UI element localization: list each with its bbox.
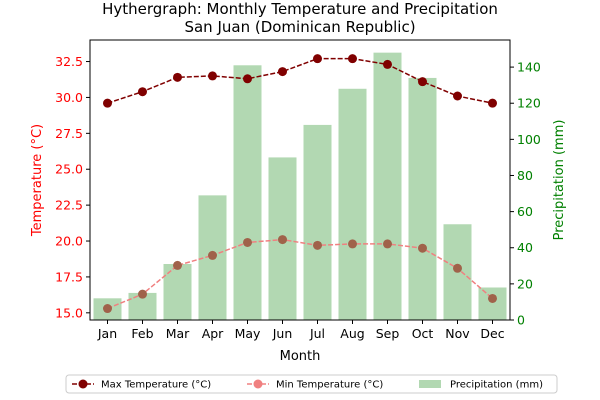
precip-bar-mar — [163, 264, 192, 320]
max-temp-point-mar — [173, 72, 182, 82]
x-tick-label: Dec — [480, 326, 504, 341]
max-temp-point-may — [243, 74, 252, 84]
x-tick-label: Feb — [131, 326, 153, 341]
right-axis-label: Precipitation (mm) — [552, 120, 567, 241]
left-tick-label: 22.5 — [55, 198, 83, 213]
max-temp-point-jul — [313, 54, 322, 64]
right-tick-label: 0 — [517, 313, 525, 328]
left-tick-label: 17.5 — [55, 269, 83, 284]
x-tick-label: Jun — [272, 326, 293, 341]
min-temp-point-jan — [103, 304, 112, 314]
min-temp-point-mar — [173, 260, 182, 270]
max-temp-point-dec — [488, 98, 497, 108]
x-axis-label: Month — [280, 349, 321, 364]
min-temp-point-apr — [208, 250, 217, 260]
min-temp-point-aug — [348, 239, 357, 249]
legend-max-label: Max Temperature (°C) — [101, 380, 211, 391]
left-axis-label: Temperature (°C) — [30, 124, 45, 237]
x-tick-label: Sep — [376, 326, 400, 341]
max-temp-point-apr — [208, 71, 217, 81]
max-temp-point-nov — [453, 91, 462, 101]
precip-bar-may — [233, 65, 262, 321]
precip-bar-aug — [338, 88, 367, 320]
left-axis-ticks: 15.0 17.5 20.0 22.5 25.0 27.5 30.0 32.5 — [55, 54, 90, 320]
min-temp-point-sep — [383, 239, 392, 249]
right-tick-label: 80 — [517, 168, 533, 183]
right-tick-label: 100 — [517, 132, 541, 147]
min-temp-point-jun — [278, 235, 287, 245]
max-temp-point-jan — [103, 98, 112, 108]
min-temp-line — [107, 238, 493, 310]
min-temp-point-jul — [313, 240, 322, 250]
max-temp-point-feb — [138, 87, 147, 97]
precip-bar-sep — [373, 52, 402, 320]
left-tick-label: 25.0 — [55, 162, 83, 177]
precip-bar-dec — [478, 287, 507, 320]
left-tick-label: 20.0 — [55, 234, 83, 249]
chart-subtitle: San Juan (Dominican Republic) — [184, 18, 415, 36]
min-temp-point-feb — [138, 289, 147, 299]
right-tick-label: 60 — [517, 204, 533, 219]
legend-min-marker — [253, 379, 263, 389]
min-temp-point-dec — [488, 293, 497, 303]
precip-bar-oct — [408, 77, 437, 320]
x-tick-label: Aug — [340, 326, 364, 341]
max-temp-point-sep — [383, 59, 392, 69]
x-tick-label: Mar — [166, 326, 190, 341]
left-tick-label: 32.5 — [55, 54, 83, 69]
x-axis-ticks: Jan Feb Mar Apr May Jun Jul Aug Sep Oct Nov Dec — [97, 320, 505, 341]
min-temp-point-oct — [418, 243, 427, 253]
right-tick-label: 40 — [517, 240, 533, 255]
right-tick-label: 120 — [517, 96, 541, 111]
legend-max-marker — [78, 379, 88, 389]
legend-precip-label: Precipitation (mm) — [450, 380, 543, 391]
right-tick-label: 140 — [517, 60, 541, 75]
max-temp-point-jun — [278, 67, 287, 77]
left-tick-label: 27.5 — [55, 126, 83, 141]
x-tick-label: Nov — [445, 326, 470, 341]
legend: Max Temperature (°C) Min Temperature (°C… — [65, 374, 558, 394]
precipitation-bars — [93, 52, 507, 321]
precip-bar-jul — [303, 124, 332, 320]
legend-precip-swatch — [419, 380, 441, 388]
x-tick-label: Oct — [412, 326, 434, 341]
x-tick-label: Jul — [309, 326, 325, 341]
plot-frame — [89, 39, 511, 321]
chart-title: Hythergraph: Monthly Temperature and Pre… — [102, 0, 498, 18]
legend-min-label: Min Temperature (°C) — [276, 380, 383, 391]
min-temp-point-nov — [453, 263, 462, 273]
right-axis-ticks: 0 20 40 60 80 100 120 140 — [510, 60, 541, 328]
x-tick-label: May — [235, 326, 261, 341]
legend-box — [65, 374, 558, 394]
min-temp-point-may — [243, 237, 252, 247]
max-temp-line — [107, 57, 493, 104]
x-tick-label: Apr — [202, 326, 224, 341]
x-tick-label: Jan — [97, 326, 117, 341]
left-tick-label: 30.0 — [55, 90, 83, 105]
right-tick-label: 20 — [517, 276, 533, 291]
left-tick-label: 15.0 — [55, 305, 83, 320]
temperature-lines — [103, 54, 497, 314]
max-temp-point-aug — [348, 54, 357, 64]
max-temp-point-oct — [418, 77, 427, 87]
